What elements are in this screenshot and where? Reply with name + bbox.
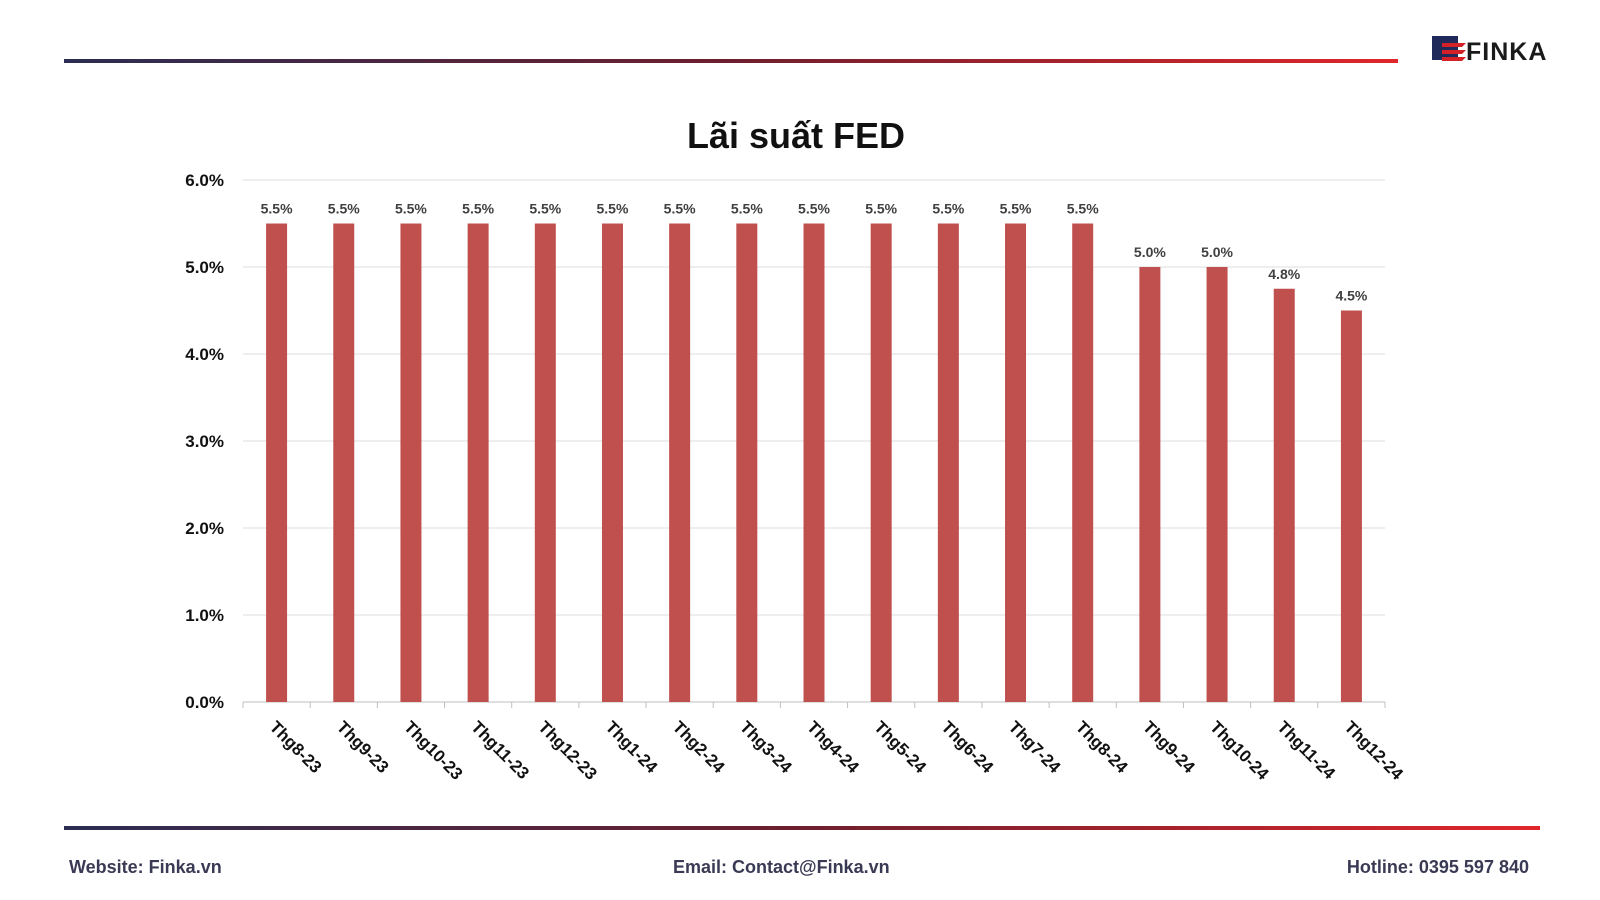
y-tick-label: 2.0% [185, 519, 224, 538]
x-tick-label: Thg9-23 [333, 717, 393, 777]
data-label: 5.5% [1067, 201, 1099, 217]
data-label: 5.5% [395, 201, 427, 217]
data-label: 5.5% [932, 201, 964, 217]
x-tick-label: Thg8-24 [1072, 717, 1132, 777]
y-tick-label: 4.0% [185, 345, 224, 364]
data-label: 5.5% [731, 201, 763, 217]
x-tick-label: Thg2-24 [669, 717, 729, 777]
bar [1206, 267, 1228, 702]
footer-website[interactable]: Website: Finka.vn [69, 857, 222, 877]
x-tick-label: Thg12-23 [534, 717, 600, 783]
x-tick-label: Thg4-24 [803, 717, 863, 777]
bar [266, 223, 288, 702]
data-label: 4.8% [1268, 266, 1300, 282]
data-label: 5.5% [328, 201, 360, 217]
bar [937, 223, 959, 702]
y-tick-label: 3.0% [185, 432, 224, 451]
bar [1072, 223, 1094, 702]
x-tick-label: Thg1-24 [602, 717, 662, 777]
y-tick-label: 0.0% [185, 693, 224, 712]
data-label: 5.5% [261, 201, 293, 217]
bar [1139, 267, 1161, 702]
x-tick-label: Thg5-24 [870, 717, 930, 777]
x-tick-label: Thg6-24 [938, 717, 998, 777]
x-tick-label: Thg10-23 [400, 717, 466, 783]
data-label: 5.5% [529, 201, 561, 217]
brand-logo [1432, 34, 1560, 68]
x-tick-label: Thg11-24 [1273, 717, 1339, 783]
header-divider [64, 59, 1398, 63]
bar [736, 223, 758, 702]
x-tick-label: Thg3-24 [736, 717, 796, 777]
data-label: 5.5% [664, 201, 696, 217]
y-tick-label: 5.0% [185, 258, 224, 277]
data-label: 4.5% [1335, 288, 1367, 304]
y-tick-label: 6.0% [185, 171, 224, 190]
y-tick-label: 1.0% [185, 606, 224, 625]
bar [669, 223, 691, 702]
data-label: 5.5% [1000, 201, 1032, 217]
footer-hotline[interactable]: Hotline: 0395 597 840 [1346, 857, 1529, 877]
chart-title: Lãi suất FED [687, 115, 905, 156]
data-label: 5.5% [798, 201, 830, 217]
finka-logo-icon [1432, 36, 1466, 61]
data-label: 5.0% [1134, 244, 1166, 260]
bar [467, 223, 489, 702]
x-tick-label: Thg12-24 [1341, 717, 1408, 784]
data-label: 5.5% [865, 201, 897, 217]
bar [1273, 288, 1295, 702]
x-tick-label: Thg9-24 [1139, 717, 1199, 777]
x-tick-label: Thg7-24 [1005, 717, 1065, 777]
brand-name: FINKA [1466, 38, 1548, 66]
data-label: 5.5% [597, 201, 629, 217]
x-tick-label: Thg8-23 [266, 717, 326, 777]
bar [333, 223, 355, 702]
x-tick-label: Thg11-23 [467, 717, 533, 783]
bar [803, 223, 825, 702]
bar [534, 223, 556, 702]
bar [870, 223, 892, 702]
fed-rate-chart: Lãi suất FED 0.0% 1.0% 2.0% 3.0% 4.0% 5.0% 6.0%… [185, 115, 1408, 784]
bar [601, 223, 623, 702]
data-label: 5.5% [462, 201, 494, 217]
footer-email[interactable]: Email: Contact@Finka.vn [673, 857, 890, 877]
bar [1005, 223, 1027, 702]
bar [400, 223, 422, 702]
x-tick-label: Thg10-24 [1206, 717, 1273, 784]
footer-divider [64, 826, 1540, 830]
bar [1340, 310, 1362, 702]
data-label: 5.0% [1201, 244, 1233, 260]
